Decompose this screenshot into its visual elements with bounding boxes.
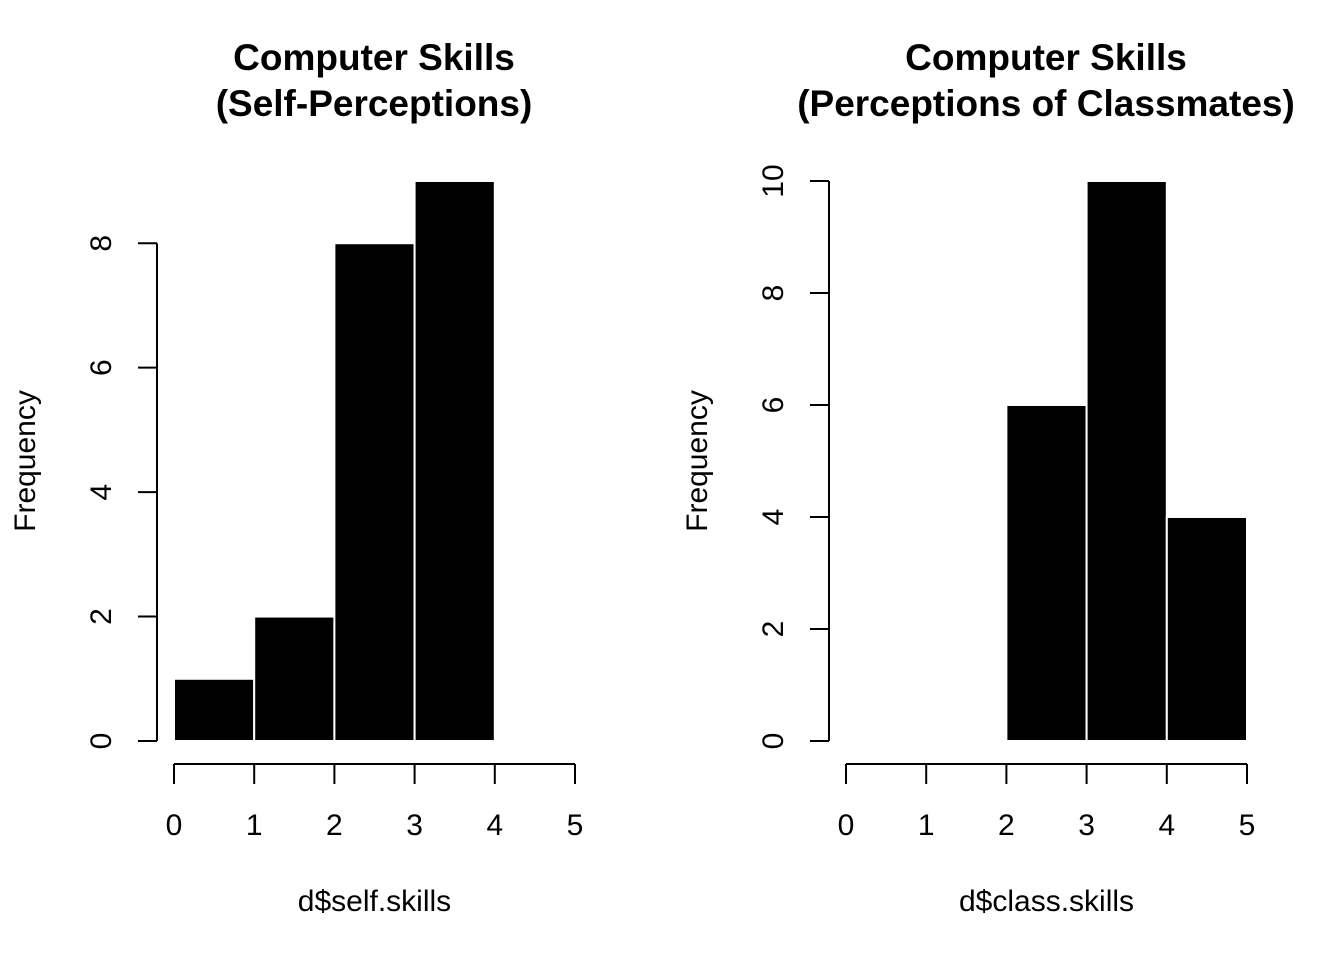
x-tick-label: 4 (486, 809, 503, 842)
histogram-perceptions-of-classmates: Computer Skills (Perceptions of Classmate… (681, 37, 1295, 918)
x-tick-label: 1 (246, 809, 263, 842)
x-tick-label: 5 (567, 809, 584, 842)
histogram-bar (173, 677, 256, 742)
y-axis-label: Frequency (681, 390, 714, 532)
x-tick-label: 2 (326, 809, 343, 842)
y-tick-label: 0 (757, 733, 790, 750)
x-tick-label: 4 (1158, 809, 1175, 842)
y-tick-label: 10 (757, 164, 790, 197)
y-tick-label: 8 (85, 235, 118, 252)
x-tick-label: 0 (166, 809, 183, 842)
histogram-self-perceptions: Computer Skills (Self-Perceptions) 0 1 2 3 4 5 0… (9, 37, 583, 918)
y-tick-label: 6 (85, 359, 118, 376)
y-axis-label: Frequency (9, 390, 42, 532)
y-tick-label: 0 (85, 733, 118, 750)
histogram-bar (1085, 180, 1168, 742)
y-tick-label: 6 (757, 397, 790, 414)
x-tick-label: 0 (838, 809, 855, 842)
chart-title-line-2: (Perceptions of Classmates) (797, 83, 1295, 124)
x-axis-label: d$class.skills (959, 885, 1134, 918)
chart-title-line-1: Computer Skills (905, 37, 1187, 78)
x-tick-label: 5 (1239, 809, 1256, 842)
x-tick-label: 1 (918, 809, 935, 842)
histogram-bar (413, 180, 496, 742)
x-tick-label: 3 (406, 809, 423, 842)
chart-title-line-2: (Self-Perceptions) (216, 83, 533, 124)
histogram-bar (253, 615, 336, 742)
y-tick-label: 2 (757, 621, 790, 638)
y-tick-label: 4 (85, 484, 118, 501)
chart-title-line-1: Computer Skills (233, 37, 515, 78)
histogram-bar (1005, 404, 1088, 742)
histogram-bar (1165, 516, 1249, 742)
y-tick-label: 2 (85, 608, 118, 625)
y-tick-label: 4 (757, 509, 790, 526)
x-tick-label: 3 (1078, 809, 1095, 842)
x-axis-label: d$self.skills (298, 885, 451, 918)
histogram-bar (333, 242, 416, 742)
y-tick-label: 8 (757, 285, 790, 302)
x-tick-label: 2 (998, 809, 1015, 842)
